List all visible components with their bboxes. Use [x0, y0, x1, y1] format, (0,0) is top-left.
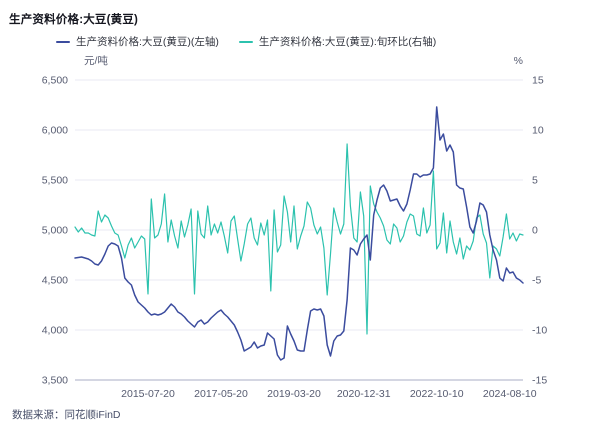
y-axis-label-left: 4,500 — [42, 275, 68, 287]
x-axis-label: 2020-12-31 — [337, 388, 391, 400]
y-axis-label-left: 6,000 — [42, 125, 68, 137]
y-axis-label-right: -5 — [532, 275, 541, 287]
data-source: 数据来源：同花顺iFinD — [12, 409, 121, 421]
x-axis-label: 2019-03-20 — [267, 388, 321, 400]
y-axis-label-right: 5 — [532, 175, 538, 187]
legend-item-price[interactable]: 生产资料价格:大豆(黄豆)(左轴) — [56, 36, 219, 48]
y-axis-label-left: 4,000 — [42, 325, 68, 337]
y-axis-label-right: -10 — [532, 325, 547, 337]
y-axis-label-left: 5,000 — [42, 225, 68, 237]
x-axis-label: 2024-08-10 — [483, 388, 537, 400]
y-axis-label-right: -15 — [532, 375, 547, 387]
x-axis-label: 2017-05-20 — [194, 388, 248, 400]
y-axis-label-left: 3,500 — [42, 375, 68, 387]
x-axis-label: 2015-07-20 — [121, 388, 175, 400]
legend-label-price: 生产资料价格:大豆(黄豆)(左轴) — [76, 36, 219, 48]
y-axis-label-left: 6,500 — [42, 75, 68, 87]
y-axis-label-right: 0 — [532, 225, 538, 237]
x-axis-label: 2022-10-10 — [410, 388, 464, 400]
right-axis-unit: % — [514, 55, 523, 67]
legend-label-ratio: 生产资料价格:大豆(黄豆):旬环比(右轴) — [258, 36, 437, 48]
legend-item-ratio[interactable]: 生产资料价格:大豆(黄豆):旬环比(右轴) — [238, 36, 437, 48]
left-axis-unit: 元/吨 — [84, 54, 108, 67]
price-line-marker-icon — [56, 40, 70, 44]
y-axis-label-right: 10 — [532, 125, 544, 137]
price-line — [74, 106, 524, 361]
y-axis-label-right: 15 — [532, 75, 544, 87]
ratio-line-marker-icon — [238, 40, 253, 44]
page-title: 生产资料价格:大豆(黄豆) — [9, 14, 139, 26]
y-axis-label-left: 5,500 — [42, 175, 68, 187]
legend: 生产资料价格:大豆(黄豆)(左轴) 生产资料价格:大豆(黄豆):旬环比(右轴) — [56, 36, 436, 48]
ratio-line — [74, 143, 524, 335]
